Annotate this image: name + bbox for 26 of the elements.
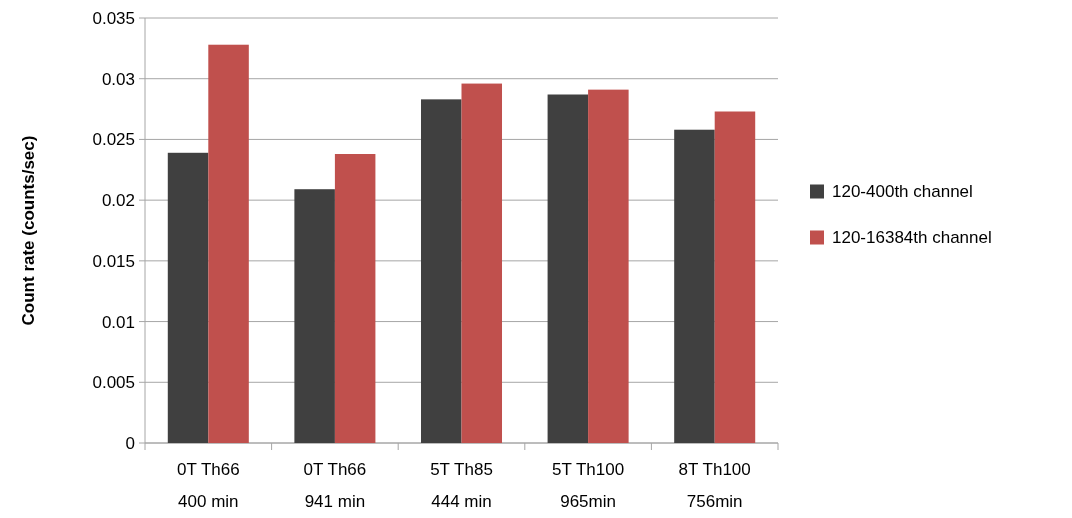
- bar: [714, 111, 756, 443]
- y-tick-label: 0.02: [101, 191, 135, 211]
- legend-label: 120-400th channel: [832, 182, 973, 202]
- bar: [674, 129, 715, 443]
- x-tick-label: 0T Th66 941 min: [303, 460, 367, 511]
- y-tick-label: 0.015: [92, 251, 135, 271]
- bar: [420, 99, 462, 443]
- bar: [588, 89, 629, 443]
- legend-label: 120-16384th channel: [832, 228, 992, 248]
- bar: [294, 189, 335, 443]
- y-tick-label: 0.01: [101, 312, 135, 332]
- x-tick-label: 5T Th100 965min: [552, 460, 625, 511]
- x-tick-label: 5T Th85 444 min: [430, 460, 493, 511]
- y-axis-title: Count rate (counts/sec): [18, 135, 38, 326]
- y-tick-label: 0.025: [92, 130, 135, 150]
- bar: [547, 94, 589, 443]
- x-tick-label: 0T Th66 400 min: [176, 460, 240, 511]
- bar: [334, 154, 376, 443]
- x-tick-label: 8T Th100 756min: [678, 460, 751, 511]
- y-tick-label: 0: [125, 433, 135, 453]
- y-tick-label: 0.03: [101, 69, 135, 89]
- bar: [461, 83, 503, 443]
- y-tick-label: 0.035: [92, 8, 135, 28]
- bar: [167, 152, 209, 443]
- y-tick-label: 0.005: [92, 373, 135, 393]
- bar: [208, 44, 249, 443]
